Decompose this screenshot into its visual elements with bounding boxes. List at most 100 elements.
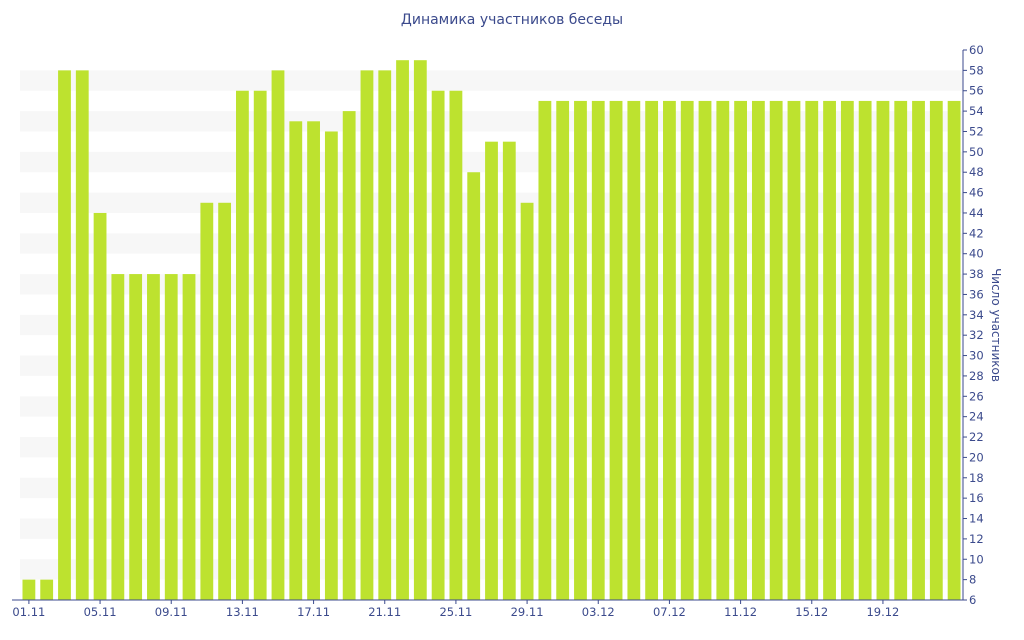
bar-08.12[interactable] <box>680 100 694 601</box>
y-tick-label: 26 <box>969 389 984 403</box>
y-tick-label: 40 <box>969 247 984 261</box>
bar-24.11[interactable] <box>431 90 445 601</box>
bar-02.11[interactable] <box>40 579 54 600</box>
bar-15.12[interactable] <box>805 100 819 601</box>
bar-20.11[interactable] <box>360 70 374 601</box>
bar-05.11[interactable] <box>93 212 107 600</box>
x-tick-label: 17.11 <box>297 605 330 619</box>
x-tick-label: 25.11 <box>439 605 472 619</box>
bar-10.12[interactable] <box>716 100 730 601</box>
y-tick-label: 24 <box>969 410 984 424</box>
bar-26.11[interactable] <box>467 172 481 600</box>
bar-25.11[interactable] <box>449 90 463 601</box>
y-tick-label: 46 <box>969 186 984 200</box>
x-tick-label: 01.11 <box>12 605 45 619</box>
bar-13.12[interactable] <box>769 100 783 601</box>
y-tick-label: 28 <box>969 369 984 383</box>
bar-09.11[interactable] <box>164 274 178 600</box>
bar-22.12[interactable] <box>929 100 943 601</box>
y-tick-label: 54 <box>969 104 984 118</box>
y-tick-label: 34 <box>969 308 984 322</box>
bar-03.11[interactable] <box>58 70 71 601</box>
bar-05.12[interactable] <box>627 100 641 601</box>
bar-08.11[interactable] <box>147 274 160 600</box>
x-tick-label: 09.11 <box>155 605 188 619</box>
x-tick-label: 05.11 <box>84 605 117 619</box>
bar-20.12[interactable] <box>894 100 908 601</box>
bar-07.11[interactable] <box>129 274 143 600</box>
bar-18.11[interactable] <box>324 131 338 601</box>
y-tick-label: 10 <box>969 552 984 566</box>
bar-06.11[interactable] <box>111 274 125 600</box>
x-tick-label: 21.11 <box>368 605 401 619</box>
y-tick-label: 60 <box>969 43 984 57</box>
bar-02.12[interactable] <box>574 100 587 601</box>
bar-12.11[interactable] <box>218 202 232 600</box>
bar-14.11[interactable] <box>253 90 267 601</box>
x-tick-label: 07.12 <box>653 605 686 619</box>
chart-title: Динамика участников беседы <box>400 12 624 28</box>
bar-11.11[interactable] <box>200 202 214 600</box>
y-tick-label: 8 <box>969 573 976 587</box>
y-tick-label: 14 <box>969 512 984 526</box>
bar-06.12[interactable] <box>645 100 659 601</box>
x-tick-label: 13.11 <box>226 605 259 619</box>
bar-21.11[interactable] <box>378 70 392 601</box>
bar-07.12[interactable] <box>663 100 676 601</box>
bar-14.12[interactable] <box>787 100 801 601</box>
bar-15.11[interactable] <box>271 70 285 601</box>
bar-23.11[interactable] <box>413 60 427 600</box>
y-tick-label: 48 <box>969 165 984 179</box>
y-tick-label: 42 <box>969 226 984 240</box>
x-tick-label: 15.12 <box>795 605 828 619</box>
bar-01.12[interactable] <box>556 100 570 601</box>
y-tick-label: 30 <box>969 349 984 363</box>
bar-21.12[interactable] <box>912 100 925 601</box>
bar-29.11[interactable] <box>520 202 534 600</box>
y-tick-label: 44 <box>969 206 984 220</box>
bar-19.12[interactable] <box>876 100 890 601</box>
bar-04.11[interactable] <box>75 70 89 601</box>
bar-11.12[interactable] <box>734 100 747 601</box>
bar-19.11[interactable] <box>342 111 356 601</box>
bar-17.12[interactable] <box>840 100 854 601</box>
bar-17.11[interactable] <box>307 121 320 601</box>
bar-12.12[interactable] <box>751 100 765 601</box>
grid-band <box>20 111 963 132</box>
bar-28.11[interactable] <box>502 141 516 601</box>
y-tick-label: 20 <box>969 450 984 464</box>
bar-03.12[interactable] <box>591 100 605 601</box>
grid-band <box>20 70 963 91</box>
bar-13.11[interactable] <box>236 90 249 601</box>
y-axis-title: Число участников <box>989 268 1003 382</box>
y-tick-label: 38 <box>969 267 984 281</box>
y-tick-label: 16 <box>969 491 984 505</box>
x-ticks-group: 01.11 05.11 09.11 13.11 17.11 21.11 25.11 29.11… <box>12 600 899 619</box>
y-ticks-group: 6 8 10 12 14 16 18 20 22 24 26 28 30 32 34 36 38 40 42 44 46… <box>963 43 984 607</box>
y-tick-label: 32 <box>969 328 984 342</box>
y-tick-label: 18 <box>969 471 984 485</box>
bar-09.12[interactable] <box>698 100 712 601</box>
bar-16.12[interactable] <box>823 100 836 601</box>
x-tick-label: 03.12 <box>582 605 615 619</box>
x-tick-label: 29.11 <box>511 605 544 619</box>
y-tick-label: 50 <box>969 145 984 159</box>
bar-22.11[interactable] <box>396 60 409 600</box>
bar-27.11[interactable] <box>485 141 498 601</box>
y-tick-label: 56 <box>969 84 984 98</box>
bar-01.11[interactable] <box>22 579 36 600</box>
bar-30.11[interactable] <box>538 100 552 601</box>
y-tick-label: 22 <box>969 430 984 444</box>
y-tick-label: 12 <box>969 532 984 546</box>
axes-group <box>12 50 964 601</box>
y-tick-label: 6 <box>969 593 976 607</box>
bar-16.11[interactable] <box>289 121 303 601</box>
bar-23.12[interactable] <box>947 100 961 601</box>
bar-04.12[interactable] <box>609 100 623 601</box>
bar-10.11[interactable] <box>182 274 196 600</box>
y-tick-label: 52 <box>969 124 984 138</box>
bar-18.12[interactable] <box>858 100 872 601</box>
x-tick-label: 19.12 <box>866 605 899 619</box>
